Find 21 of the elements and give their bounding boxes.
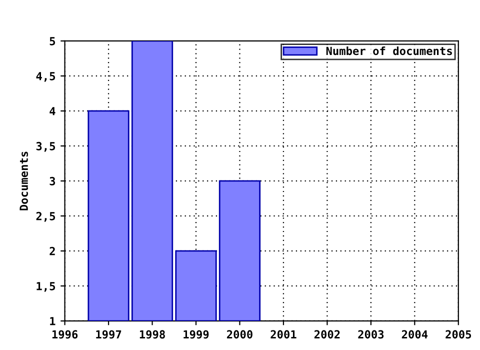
legend-label: Number of documents bbox=[326, 46, 452, 56]
y-tick-label: 3 bbox=[50, 176, 56, 186]
y-tick-label: 2 bbox=[50, 246, 55, 256]
y-axis-title: Documents bbox=[20, 152, 28, 210]
x-tick-label: 1998 bbox=[140, 330, 165, 339]
x-tick-label: 2002 bbox=[314, 330, 340, 339]
y-tick-label: 5 bbox=[50, 37, 56, 46]
x-tick-label: 2004 bbox=[402, 330, 428, 339]
x-tick-label: 1996 bbox=[52, 330, 78, 339]
y-tick-label: 1,5 bbox=[36, 282, 56, 292]
x-tick-label: 1997 bbox=[96, 330, 122, 339]
y-tick-label: 2,5 bbox=[36, 212, 56, 222]
x-tick-label: 2001 bbox=[270, 330, 296, 339]
x-tick-label: 2005 bbox=[446, 330, 472, 339]
x-tick-label: 2003 bbox=[358, 330, 384, 339]
y-tick-label: 4,5 bbox=[36, 72, 56, 82]
y-tick-label: 3,5 bbox=[36, 142, 56, 152]
x-tick-label: 2000 bbox=[226, 330, 252, 339]
x-tick-label: 1999 bbox=[184, 330, 209, 339]
y-tick-label: 1 bbox=[50, 317, 56, 326]
y-tick-label: 4 bbox=[50, 107, 56, 116]
